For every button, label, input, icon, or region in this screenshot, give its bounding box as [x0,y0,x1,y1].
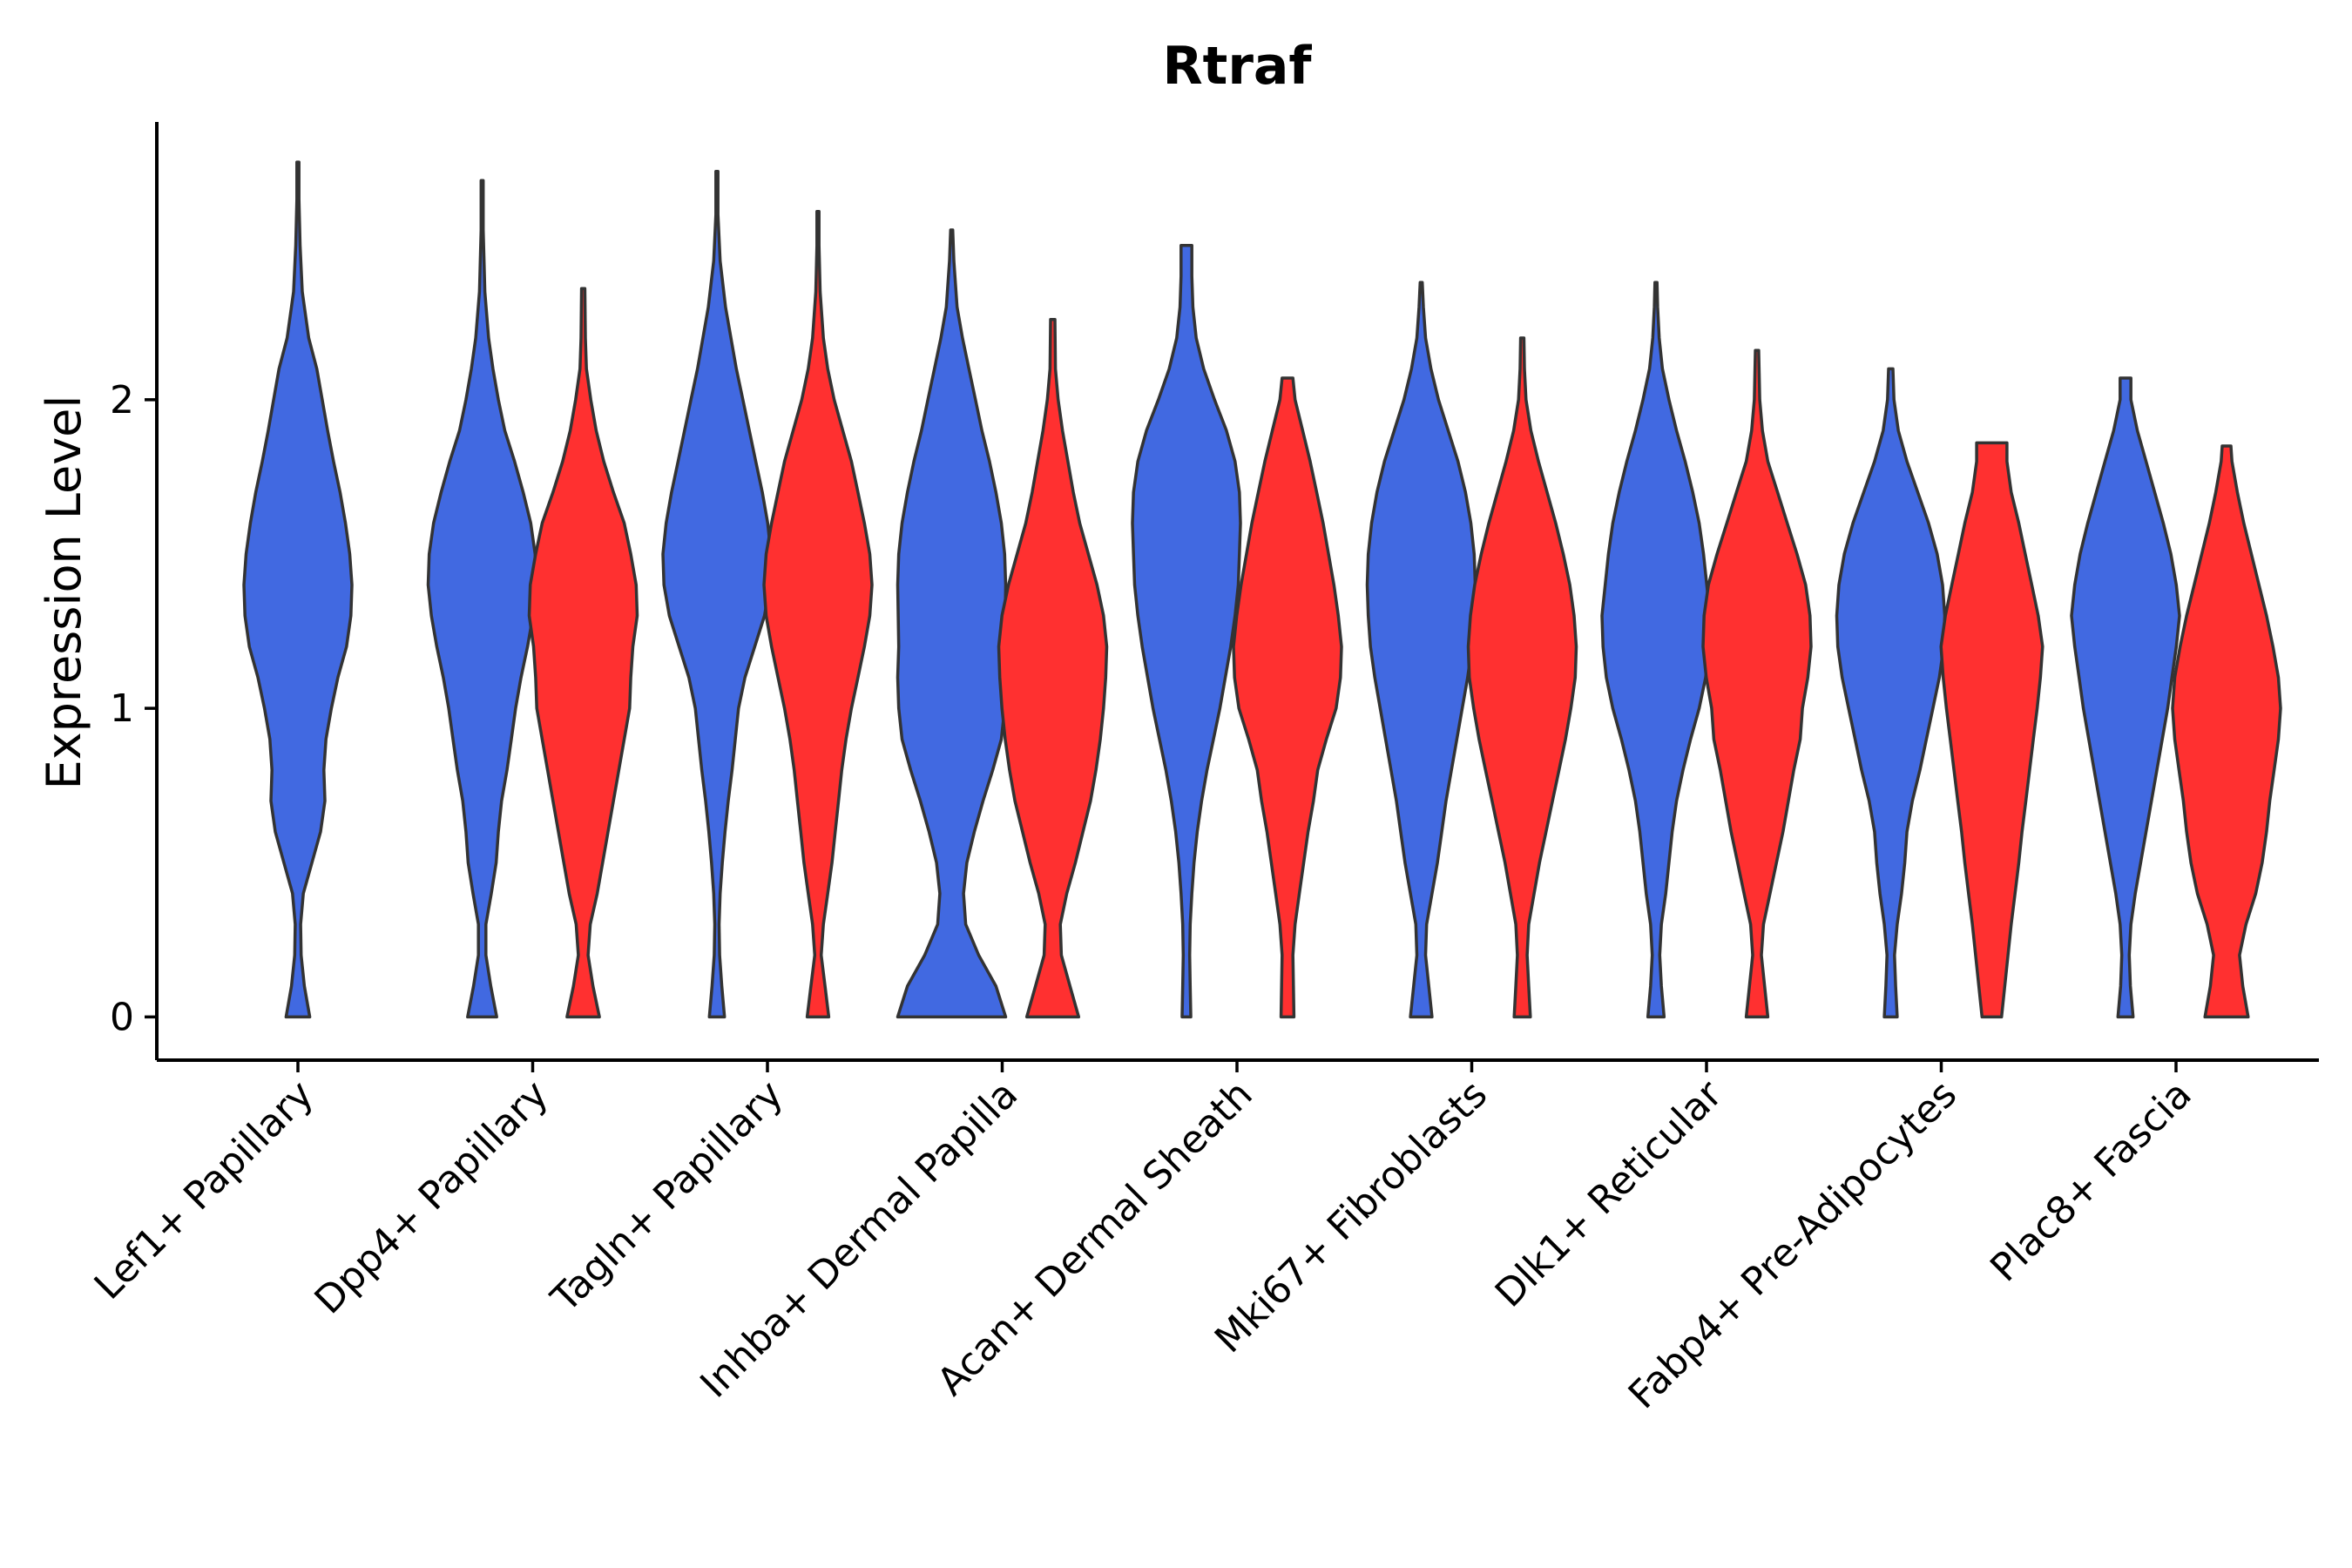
violin-fabp4-pre-adipocytes-group-1 [1835,367,1947,1019]
x-tick-label-dlk1-reticular: Dlk1+ Reticular [1487,1071,1732,1316]
y-ticks: 0 1 2 [110,378,157,1039]
violin-inhba-dermal-papilla-group-2 [997,317,1109,1019]
x-tick-label-tagln-papillary: Tagln+ Papillary [543,1072,792,1321]
violin-dlk1-reticular-group-1 [1600,280,1712,1019]
violin-dpp4-papillary-group-1 [426,179,538,1019]
y-tick-label: 2 [110,378,134,422]
y-tick-label: 1 [110,686,134,731]
violin-tagln-papillary-group-1 [661,169,773,1019]
chart-title: Rtraf [1162,36,1312,97]
y-tick-label: 0 [110,995,134,1039]
violin-plac8-fascia-group-2 [2171,444,2282,1019]
x-tick-label-dpp4-papillary: Dpp4+ Papillary [307,1072,558,1323]
violin-fabp4-pre-adipocytes-group-2 [1939,441,2044,1019]
violin-inhba-dermal-papilla-group-1 [896,228,1008,1019]
violin-mki67-fibroblasts-group-1 [1365,280,1477,1019]
violin-layer [242,160,2282,1019]
x-tick-label-mki67-fibroblasts: Mki67+ Fibroblasts [1206,1072,1496,1362]
y-axis-label: Expression Level [37,395,91,790]
violin-mki67-fibroblasts-group-2 [1466,336,1578,1019]
x-tick-label-plac8-fascia: Plac8+ Fascia [1982,1072,2200,1291]
violin-dlk1-reticular-group-2 [1701,348,1813,1019]
x-tick-label-lef1-papillary: Lef1+ Papillary [86,1072,322,1308]
violin-tagln-papillary-group-2 [762,209,874,1019]
violin-acan-dermal-sheath-group-1 [1131,243,1242,1019]
violin-plac8-fascia-group-1 [2070,376,2181,1019]
violin-lef1-papillary-group-1 [242,160,354,1019]
violin-acan-dermal-sheath-group-2 [1232,376,1343,1019]
violin-dpp4-papillary-group-2 [527,287,639,1019]
